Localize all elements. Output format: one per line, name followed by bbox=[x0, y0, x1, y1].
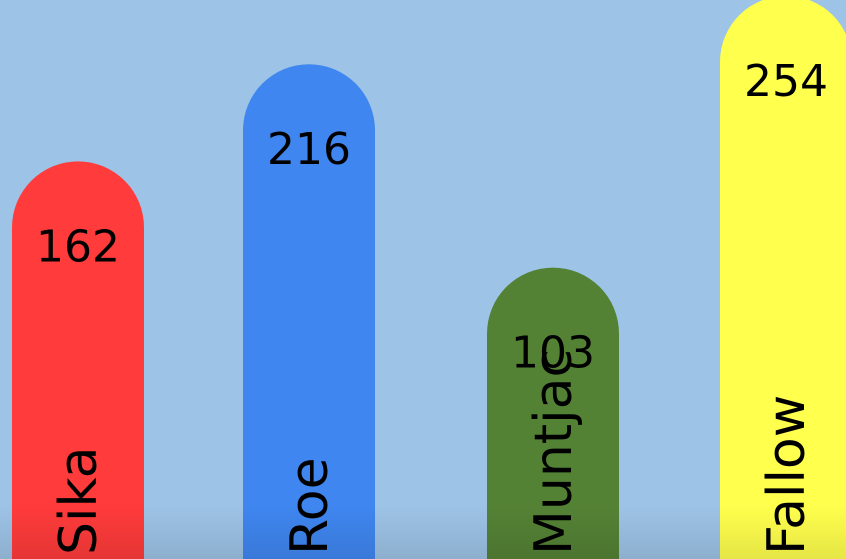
bar-muntjac bbox=[487, 267, 619, 559]
bars-layer: 162Sika216Roe103Muntjac254Fallow bbox=[12, 0, 846, 559]
data-label-roe: 216 bbox=[267, 124, 351, 175]
bottom-shade bbox=[0, 505, 846, 559]
bar-fallow bbox=[720, 0, 846, 559]
data-label-muntjac: 103 bbox=[511, 328, 595, 379]
data-label-fallow: 254 bbox=[744, 56, 828, 107]
bar-sika bbox=[12, 161, 144, 559]
bar-roe bbox=[243, 64, 375, 559]
data-label-sika: 162 bbox=[36, 221, 120, 272]
bar-group-roe: 216Roe bbox=[243, 64, 375, 559]
